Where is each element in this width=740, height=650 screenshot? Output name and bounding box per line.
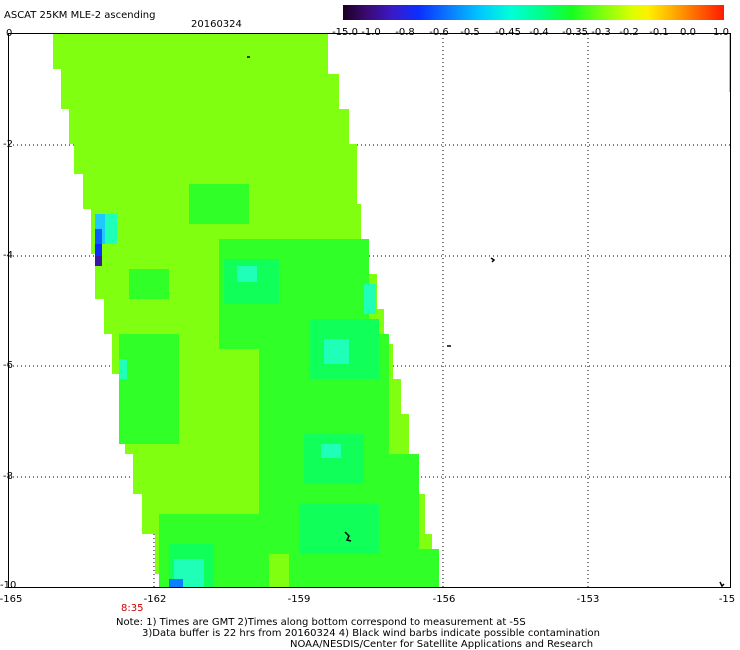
colorbar-label: -0.45 (495, 27, 521, 38)
colorbar-label: 0.0 (680, 27, 696, 38)
footnote-line: Note: 1) Times are GMT 2)Times along bot… (116, 617, 526, 628)
x-axis-label: -159 (287, 594, 311, 605)
color-scale-labels: -15.0 -1.0 -0.8 -0.6 -0.5 -0.45 -0.4 -0.… (328, 27, 738, 39)
wind-barbs (247, 56, 725, 587)
footnote-credit: NOAA/NESDIS/Center for Satellite Applica… (290, 639, 594, 650)
x-axis-label: -153 (576, 594, 600, 605)
y-axis-label: -8 (3, 471, 13, 482)
color-scale-bar (343, 5, 724, 20)
y-axis-label: 0 (6, 28, 13, 39)
swath-map (9, 34, 730, 587)
y-axis-label: -6 (3, 360, 13, 371)
colorbar-label: -0.1 (649, 27, 669, 38)
plot-title: ASCAT 25KM MLE-2 ascending (4, 10, 156, 21)
plot-date: 20160324 (191, 19, 242, 30)
y-axis-label: -4 (3, 250, 13, 261)
colorbar-label: -1.0 (361, 27, 381, 38)
edge-anomaly-south (169, 579, 183, 587)
colorbar-label: -15.0 (332, 27, 358, 38)
time-label: 8:35 (121, 603, 144, 614)
colorbar-label: -0.5 (460, 27, 480, 38)
colorbar-label: -0.35 (562, 27, 588, 38)
colorbar-label: 1.0 (713, 27, 729, 38)
colorbar-label: -0.3 (591, 27, 611, 38)
y-axis-label: -2 (3, 139, 13, 150)
x-axis-label: -165 (0, 594, 23, 605)
footnote-line: 3)Data buffer is 22 hrs from 20160324 4)… (142, 628, 600, 639)
swath-strip-east (729, 34, 730, 92)
colorbar-label: -0.2 (619, 27, 639, 38)
colorbar-label: -0.8 (395, 27, 415, 38)
x-axis-label: -156 (432, 594, 456, 605)
map-frame (8, 33, 731, 588)
x-axis-label: -162 (143, 594, 167, 605)
x-axis-label: -15 (718, 594, 736, 605)
colorbar-label: -0.6 (429, 27, 449, 38)
edge-anomaly-west (95, 214, 105, 266)
y-axis-label: -10 (0, 580, 17, 591)
colorbar-label: -0.4 (529, 27, 549, 38)
